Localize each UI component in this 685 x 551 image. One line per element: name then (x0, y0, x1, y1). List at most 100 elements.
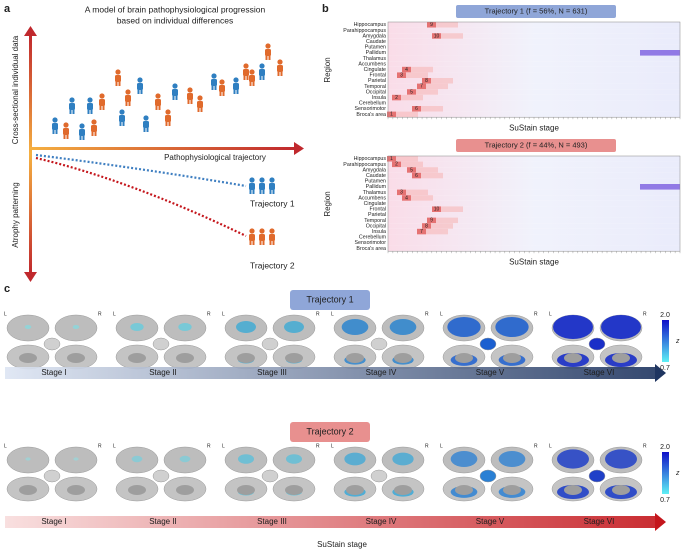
stage-cell-fade (401, 161, 423, 168)
heatmap-row (388, 72, 680, 78)
hemisphere-label: L (440, 443, 443, 449)
region-label: Putamen (365, 179, 386, 185)
medial-wall (564, 485, 582, 495)
person-icon (137, 89, 140, 94)
region-label: Cerebellum (359, 235, 387, 241)
person-icon (219, 79, 225, 85)
person-icon (259, 228, 265, 234)
hemisphere-label: L (4, 311, 7, 317)
heatmap-row (388, 178, 680, 184)
person-icon (143, 121, 149, 128)
person-icon (119, 121, 122, 126)
person-icon (262, 189, 265, 194)
person-icon (90, 109, 93, 114)
stage-cell-fade (401, 94, 423, 101)
person-icon (119, 115, 125, 122)
stage-cell-fade (426, 83, 448, 90)
hemisphere-label: R (534, 311, 538, 317)
region-label: Temporal (364, 218, 386, 224)
stage-cell-fade (431, 223, 453, 229)
region-label: Parahippocampus (343, 28, 386, 34)
person-icon (249, 75, 255, 82)
heatmap-row (388, 245, 680, 252)
person-icon (102, 105, 105, 110)
hemisphere-label: R (316, 311, 320, 317)
stage-cell-fade (406, 72, 428, 78)
person-icon (66, 134, 69, 139)
person-icon (172, 89, 178, 96)
person-icon (99, 105, 102, 110)
stage-cell-fade (431, 78, 453, 84)
atrophy-overlay (601, 315, 641, 339)
stage-cell (392, 94, 401, 101)
colorbar-min: 0.7 (660, 497, 670, 504)
person-icon (79, 123, 85, 129)
person-icon (259, 69, 265, 76)
medial-wall (455, 485, 473, 495)
person-icon (269, 183, 275, 190)
atrophy-overlay (284, 321, 304, 333)
region-label: Cerebellum (359, 101, 387, 107)
person-icon (269, 177, 275, 183)
stage-cell-label: 8 (425, 78, 428, 84)
stage-cell-label: 6 (415, 173, 418, 179)
trajectory-box (290, 290, 370, 310)
person-icon (211, 79, 217, 86)
hemisphere-label: R (534, 443, 538, 449)
atrophy-overlay (447, 317, 481, 337)
region-label: Pallidum (366, 184, 387, 190)
cerebellum (370, 469, 388, 483)
person-icon (259, 240, 262, 245)
person-icon (190, 99, 193, 104)
stage-label: Stage I (41, 368, 66, 377)
person-icon (252, 81, 255, 86)
hemisphere-label: R (98, 311, 102, 317)
region-label: Caudate (366, 39, 386, 45)
person-icon (233, 83, 239, 90)
stage-cell-fade (426, 228, 448, 235)
hemisphere-label: L (222, 311, 225, 317)
person-icon (115, 81, 118, 86)
region-label: Parahippocampus (343, 162, 386, 168)
person-icon (125, 89, 131, 95)
stage-cell (407, 167, 416, 173)
person-icon (87, 109, 90, 114)
region-label: Thalamus (363, 190, 387, 196)
heatmap-row (388, 100, 680, 106)
stage-cell-fade (436, 217, 458, 224)
person-icon (249, 234, 255, 241)
heatmap-row (388, 195, 680, 201)
atrophy-overlay (341, 319, 369, 335)
stage-cell-label: 10 (434, 207, 440, 213)
stage-cell (422, 223, 431, 229)
person-icon (265, 43, 271, 49)
heatmap-row (388, 200, 680, 207)
heatmap-row (388, 106, 680, 112)
region-label: Thalamus (363, 56, 387, 62)
atrophy-overlay (450, 451, 478, 467)
arrow-head (294, 142, 304, 155)
region-label: Cingulate (364, 201, 386, 207)
person-icon (69, 103, 75, 110)
heatmap-row (388, 66, 680, 73)
person-icon (233, 77, 239, 83)
cerebellum (43, 469, 61, 483)
heatmap-row (388, 89, 680, 95)
person-icon (155, 99, 161, 106)
hemisphere-label: R (643, 443, 647, 449)
person-icon (262, 240, 265, 245)
hemisphere-label: L (113, 443, 116, 449)
hemisphere-label: R (643, 311, 647, 317)
axis-label: SuStain stage (317, 540, 367, 549)
cerebellum (43, 337, 61, 351)
hemisphere-label: R (316, 443, 320, 449)
person-icon (277, 59, 283, 65)
person-icon (269, 189, 272, 194)
person-icon (63, 128, 69, 135)
person-icon (187, 93, 193, 100)
person-icon (55, 129, 58, 134)
region-label: Accumbens (358, 61, 386, 67)
stage-label: Stage V (476, 368, 505, 377)
person-icon (87, 97, 93, 103)
hemisphere-label: R (207, 443, 211, 449)
